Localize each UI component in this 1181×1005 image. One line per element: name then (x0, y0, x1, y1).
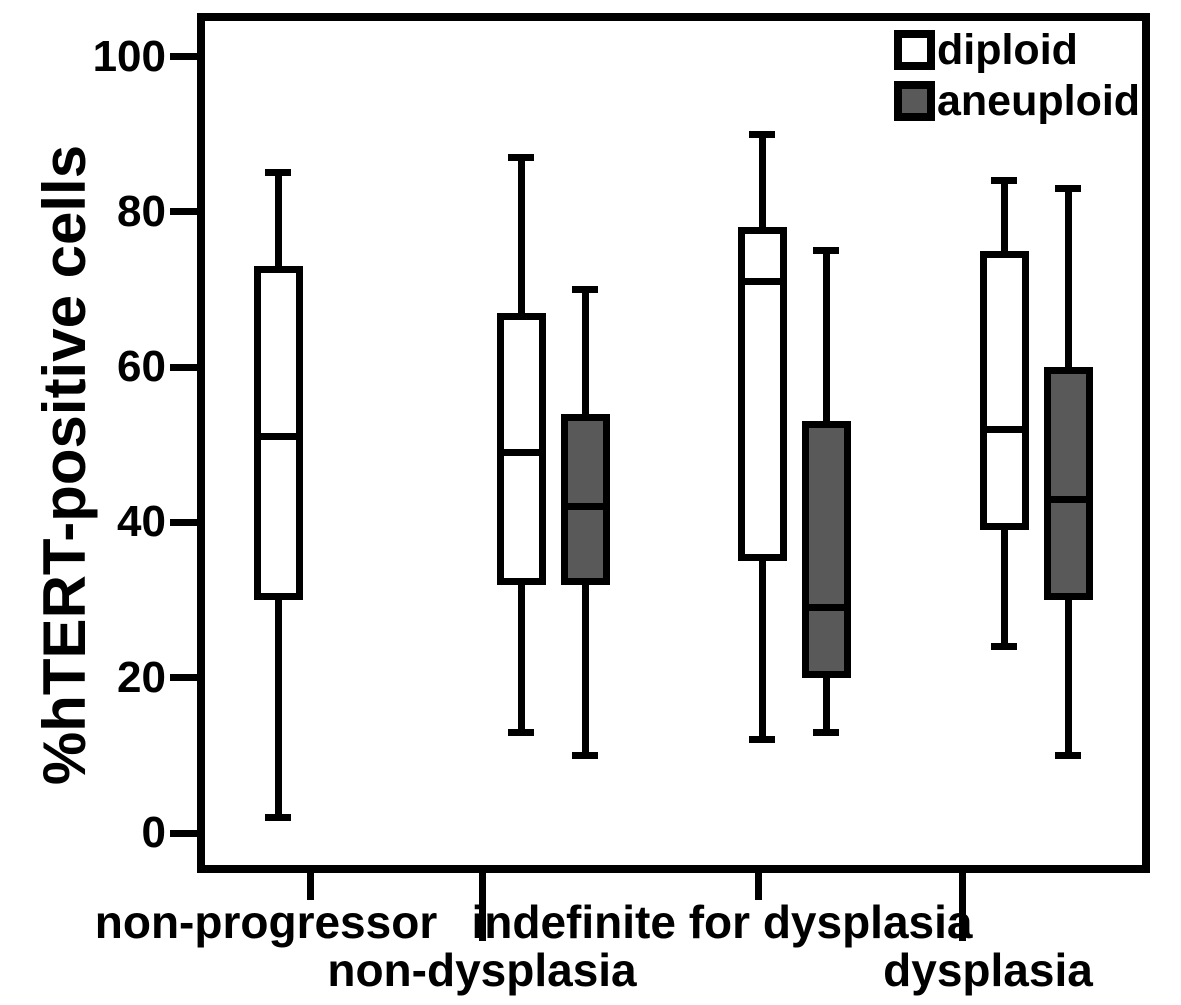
y-tick-label: 60 (117, 342, 166, 392)
median-line (737, 278, 787, 286)
box-diploid (979, 250, 1029, 531)
whisker-cap (991, 177, 1017, 185)
y-tick-mark (170, 53, 198, 60)
box-aneuploid (1043, 367, 1093, 601)
legend-label-diploid: diploid (937, 26, 1078, 74)
box-aneuploid (560, 413, 610, 585)
whisker-cap (572, 751, 598, 759)
legend-item-diploid: diploid (894, 28, 1078, 72)
x-axis-label: non-progressor (94, 896, 438, 948)
x-axis-label: dysplasia (883, 944, 1093, 996)
whisker-cap (991, 643, 1017, 651)
legend-item-aneuploid: aneuploid (894, 79, 1140, 123)
median-line (496, 449, 546, 456)
whisker-cap (749, 130, 775, 138)
whisker-cap (749, 736, 775, 744)
legend-label-aneuploid: aneuploid (937, 77, 1141, 125)
median-line (1043, 495, 1093, 503)
box-aneuploid (801, 421, 851, 678)
legend-swatch-diploid (894, 30, 935, 70)
whisker-cap (813, 247, 839, 255)
median-line (560, 503, 610, 511)
whisker-cap (1055, 751, 1081, 759)
x-tick-mark (479, 866, 486, 941)
median-line (801, 604, 851, 612)
x-axis-label: non-dysplasia (327, 944, 637, 996)
y-tick-label: 0 (141, 808, 166, 857)
whisker-cap (508, 728, 534, 736)
y-tick-label: 40 (117, 497, 166, 547)
y-tick-mark (170, 829, 198, 837)
y-tick-mark (170, 674, 198, 682)
x-tick-mark (959, 866, 966, 941)
whisker-cap (265, 813, 291, 821)
whisker-cap (508, 153, 534, 161)
x-axis-label: indefinite for dysplasia (471, 896, 973, 948)
x-tick-mark (755, 866, 762, 900)
box-diploid (253, 266, 303, 601)
legend-swatch-aneuploid (894, 81, 935, 121)
median-line (979, 425, 1029, 433)
y-tick-mark (170, 363, 198, 371)
whisker-cap (572, 285, 598, 293)
whisker-cap (265, 169, 291, 177)
box-diploid (496, 312, 546, 585)
y-tick-mark (170, 518, 198, 526)
y-tick-label: 80 (117, 186, 166, 236)
median-line (253, 433, 303, 441)
y-tick-label: 100 (92, 31, 166, 81)
whisker-cap (1055, 185, 1081, 192)
x-tick-mark (307, 866, 314, 900)
y-tick-label: 20 (117, 652, 166, 702)
whisker-cap (813, 728, 839, 736)
y-tick-mark (170, 208, 198, 216)
